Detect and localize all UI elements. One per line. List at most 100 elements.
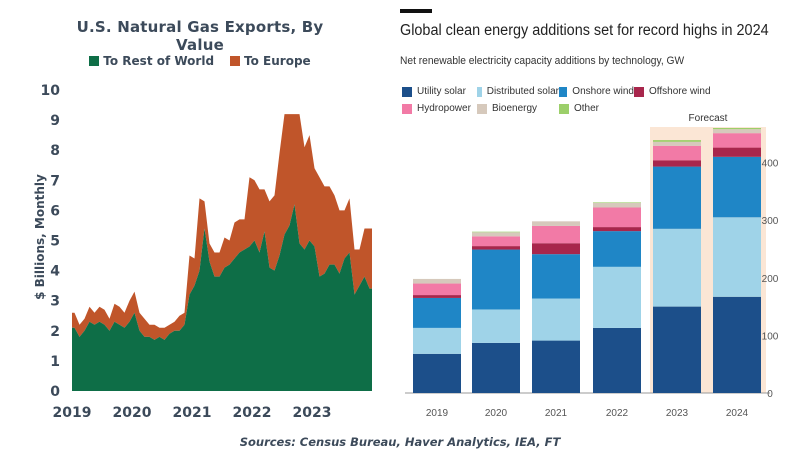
bar-segment-bioenergy-2019: [413, 278, 461, 284]
legend-swatch-bioenergy: [477, 103, 487, 114]
series-area-to-europe: [72, 114, 372, 340]
legend-item-rest-of-world: To Rest of World: [89, 54, 214, 68]
bar-segment-onshore-wind-2022: [593, 231, 641, 267]
bar-segment-distributed-solar-2022: [593, 266, 641, 328]
bar-segment-onshore-wind-2020: [472, 249, 520, 310]
x-tick-label: 2023: [293, 405, 332, 421]
bar-segment-distributed-solar-2021: [532, 298, 580, 341]
x-tick-label-2020: 2020: [485, 408, 508, 419]
bar-segment-other-2022: [593, 202, 641, 203]
y-tick-label: 7: [50, 173, 60, 189]
x-tick-label-2023: 2023: [666, 408, 689, 419]
us-gas-exports-chart: 0 1 2 3 4 5 6 7 8 9 10 2019 2020 2021 2022 2023: [41, 83, 372, 421]
bar-segment-offshore-wind-2020: [472, 246, 520, 250]
bar-segment-offshore-wind-2023: [653, 160, 701, 167]
bar-segment-distributed-solar-2023: [653, 228, 701, 307]
y-tick-label: 3: [50, 294, 60, 310]
forecast-shading: [650, 127, 766, 393]
bar-segment-hydropower-2019: [413, 283, 461, 296]
y-tick-label: 0: [50, 384, 60, 400]
y-tick-label: 100: [762, 331, 779, 342]
y-tick-label: 10: [41, 83, 61, 99]
x-tick-label-2024: 2024: [726, 408, 749, 419]
legend-label-hydropower: Hydropower: [417, 103, 471, 114]
x-tick-label: 2020: [113, 405, 152, 421]
y-tick-label: 1: [50, 354, 60, 370]
bar-segment-utility-solar-2021: [532, 340, 580, 393]
y-tick-label: 8: [50, 143, 60, 159]
bar-segment-utility-solar-2024: [713, 296, 761, 393]
y-tick-label: 200: [762, 274, 779, 285]
left-chart-legend: To Rest of World To Europe: [75, 54, 325, 68]
y-tick-label: 5: [50, 234, 60, 250]
x-tick-label-2021: 2021: [545, 408, 568, 419]
y-tick-label: 9: [50, 113, 60, 129]
x-tick-label-2022: 2022: [606, 408, 629, 419]
bar-segment-bioenergy-2024: [713, 129, 761, 134]
legend-swatch-other: [559, 103, 569, 114]
legend-item-bioenergy: Bioenergy: [477, 103, 559, 114]
legend-swatch-distributed-solar: [477, 86, 482, 97]
x-tick-label: 2021: [173, 405, 212, 421]
legend-item-offshore-wind: Offshore wind: [634, 86, 719, 97]
left-chart-title: U.S. Natural Gas Exports, By Value: [76, 18, 324, 54]
bar-segment-other-2023: [653, 140, 701, 142]
bar-segment-utility-solar-2023: [653, 306, 701, 393]
bar-segment-offshore-wind-2019: [413, 295, 461, 298]
y-tick-label: 400: [762, 159, 779, 170]
legend-label-onshore-wind: Onshore wind: [572, 86, 634, 97]
bar-segment-offshore-wind-2022: [593, 227, 641, 232]
bar-segment-bioenergy-2021: [532, 221, 580, 226]
bar-segment-hydropower-2022: [593, 207, 641, 228]
legend-label-other: Other: [574, 103, 600, 114]
legend-item-europe: To Europe: [230, 54, 311, 68]
right-chart-subtitle: Net renewable electricity capacity addit…: [400, 55, 685, 67]
bar-segment-other-2020: [472, 231, 520, 233]
bar-segment-hydropower-2024: [713, 133, 761, 148]
legend-swatch-hydropower: [402, 103, 412, 114]
bar-segment-onshore-wind-2023: [653, 166, 701, 229]
y-tick-label: 2: [50, 324, 60, 340]
legend-label-rest-of-world: To Rest of World: [103, 54, 215, 68]
bar-segment-onshore-wind-2019: [413, 297, 461, 328]
right-chart-legend: Utility solar Distributed solar Onshore …: [402, 86, 722, 114]
x-tick-label: 2019: [53, 405, 92, 421]
legend-item-utility-solar: Utility solar: [402, 86, 477, 97]
legend-swatch-onshore-wind: [559, 86, 568, 97]
sources-note: Sources: Census Bureau, Haver Analytics,…: [239, 435, 561, 449]
bar-segment-bioenergy-2023: [653, 141, 701, 146]
bar-segment-distributed-solar-2019: [413, 327, 461, 354]
title-accent-bar: [400, 9, 432, 13]
bar-segment-other-2024: [713, 128, 761, 130]
bar-segment-onshore-wind-2024: [713, 156, 761, 218]
x-tick-label: 2022: [233, 405, 272, 421]
bar-segment-distributed-solar-2020: [472, 309, 520, 343]
legend-swatch-offshore-wind: [634, 86, 644, 97]
bar-segment-utility-solar-2022: [593, 327, 641, 393]
bar-segment-offshore-wind-2021: [532, 243, 580, 255]
x-tick-label-2019: 2019: [426, 408, 449, 419]
series-area-to-rest-of-world: [72, 204, 372, 391]
bar-segment-bioenergy-2020: [472, 232, 520, 237]
legend-label-bioenergy: Bioenergy: [492, 103, 538, 114]
legend-label-europe: To Europe: [244, 54, 311, 68]
y-tick-label: 300: [762, 216, 779, 227]
forecast-label: Forecast: [689, 113, 728, 124]
legend-item-hydropower: Hydropower: [402, 103, 477, 114]
bar-segment-hydropower-2021: [532, 225, 580, 244]
bar-segment-hydropower-2023: [653, 145, 701, 161]
bar-segment-distributed-solar-2024: [713, 217, 761, 297]
legend-item-onshore-wind: Onshore wind: [559, 86, 634, 97]
y-tick-label: 6: [50, 203, 60, 219]
legend-swatch-europe: [230, 56, 241, 66]
y-tick-label: 0: [767, 389, 773, 400]
legend-label-offshore-wind: Offshore wind: [649, 86, 711, 97]
bar-segment-offshore-wind-2024: [713, 147, 761, 157]
bar-segment-utility-solar-2019: [413, 353, 461, 393]
legend-item-other: Other: [559, 103, 634, 114]
legend-label-utility-solar: Utility solar: [417, 86, 466, 97]
legend-item-distributed-solar: Distributed solar: [477, 86, 559, 97]
right-chart-title: Global clean energy additions set for re…: [400, 22, 769, 39]
y-tick-label: 4: [50, 264, 60, 280]
bar-segment-onshore-wind-2021: [532, 254, 580, 299]
